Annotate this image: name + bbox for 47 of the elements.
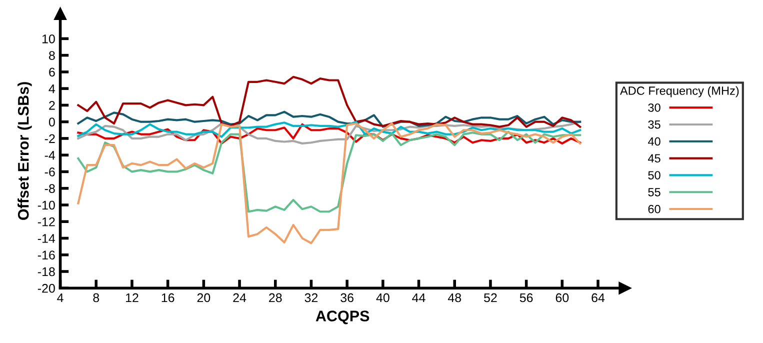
legend-label: 50 [648, 171, 660, 180]
legend-label: 35 [648, 120, 660, 129]
x-tick-label: 28 [269, 293, 282, 302]
x-tick-label: 60 [556, 293, 569, 302]
y-tick-label: 2 [49, 100, 55, 110]
y-tick-label: 6 [49, 68, 55, 77]
legend-label: 55 [648, 188, 660, 196]
line-series [77, 122, 582, 244]
y-tick-label: -18 [38, 267, 55, 276]
legend-label: 60 [648, 204, 660, 214]
y-tick-label: 0 [48, 118, 55, 126]
y-tick-label: -10 [38, 200, 55, 210]
line-series [77, 120, 582, 138]
legend-label: 40 [648, 137, 660, 146]
y-tick-label: -4 [44, 151, 56, 160]
y-tick-label: -8 [44, 184, 55, 193]
y-tick-label: -12 [38, 217, 55, 226]
y-tick-label: 10 [42, 34, 55, 44]
x-tick-label: 4 [57, 293, 64, 302]
x-tick-label: 20 [197, 293, 210, 302]
y-tick-label: -14 [38, 234, 56, 243]
x-tick-label: 40 [376, 293, 390, 302]
legend-label: 30 [648, 103, 660, 112]
y-tick-label: -20 [38, 284, 55, 293]
legend-title: ADC Frequency (MHz) [620, 86, 739, 98]
x-tick-label: 16 [162, 293, 174, 302]
x-tick-label: 8 [93, 293, 100, 302]
x-tick-label: 56 [520, 293, 533, 302]
y-tick-label: -6 [44, 168, 55, 176]
y-tick-label: 4 [48, 84, 56, 94]
x-tick-label: 12 [126, 293, 138, 302]
x-tick-label: 24 [233, 293, 246, 302]
x-tick-label: 48 [448, 293, 462, 302]
line-series [77, 130, 582, 213]
x-tick-label: 44 [412, 293, 426, 302]
legend-label: 45 [648, 154, 660, 163]
y-tick-label: -16 [38, 250, 55, 260]
x-tick-label: 52 [484, 293, 497, 302]
y-tick-label: -2 [44, 134, 55, 143]
y-axis-title: Offset Error (LSBs) [18, 82, 32, 220]
x-tick-label: 32 [304, 293, 318, 302]
line-series [77, 76, 582, 128]
y-tick-label: 8 [49, 51, 55, 60]
x-axis-title: ACQPS [316, 310, 370, 324]
x-tick-label: 64 [592, 293, 605, 302]
x-tick-label: 36 [340, 293, 354, 302]
line-series [77, 110, 582, 128]
